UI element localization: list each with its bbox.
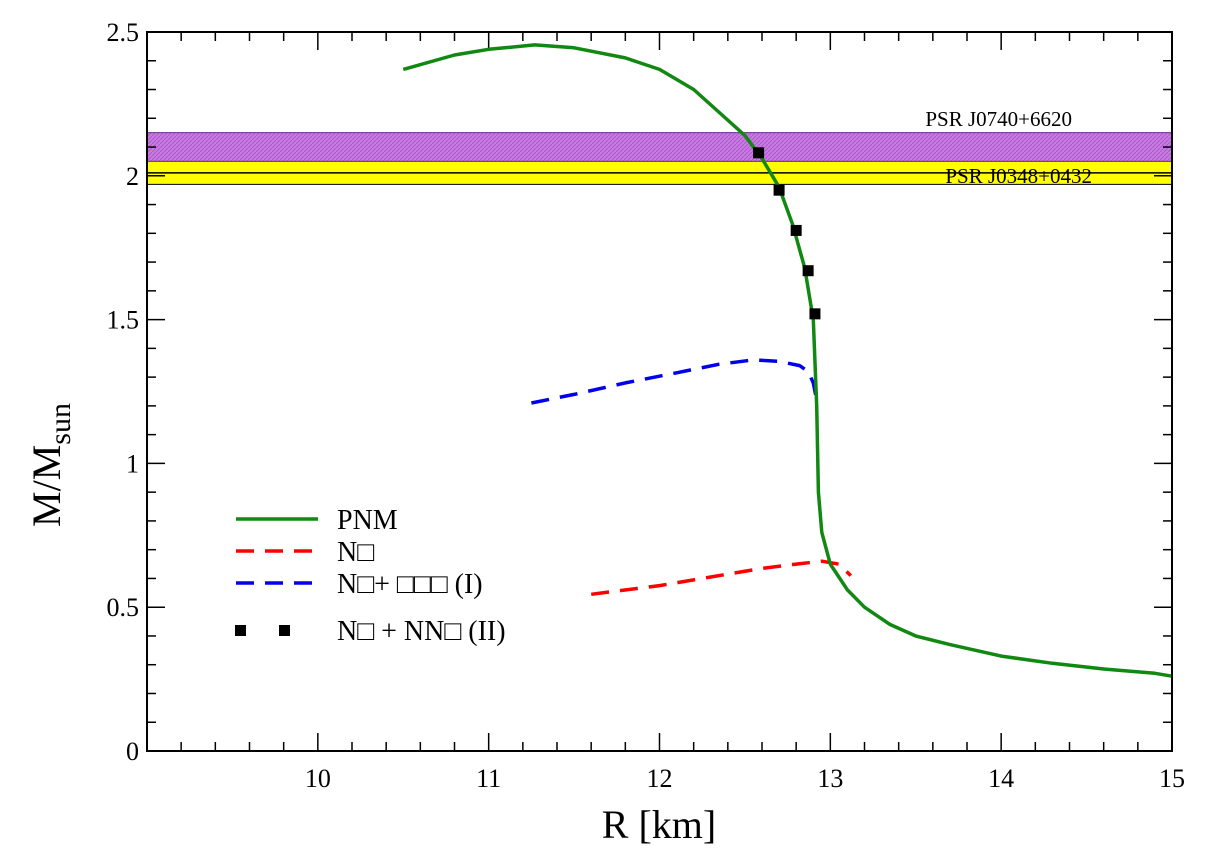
y-tick-label: 1 — [126, 449, 139, 478]
x-tick-label: 15 — [1159, 764, 1185, 793]
y-axis-title-main: M/M — [24, 445, 69, 527]
series-line-0 — [402, 43, 1173, 678]
marker-model-ii — [802, 265, 814, 277]
pulsar-bands — [147, 132, 1172, 185]
x-tick-label: 13 — [817, 764, 843, 793]
x-tick-label: 10 — [305, 764, 331, 793]
marker-model-ii — [773, 184, 785, 196]
y-tick-label: 1.5 — [107, 306, 140, 335]
x-tick-label: 12 — [647, 764, 673, 793]
legend-marker-model-ii-1 — [235, 625, 246, 636]
y-axis-title-sub: sun — [44, 403, 77, 445]
band-label-psr-j0348: PSR J0348+0432 — [945, 164, 1092, 188]
y-tick-label: 2 — [126, 162, 139, 191]
legend-label-n: N□ — [337, 537, 374, 568]
series-line-1 — [590, 559, 853, 597]
band-label-psr-j0740: PSR J0740+6620 — [925, 107, 1072, 131]
tick-labels: 10 11 12 13 14 15 0 0.5 1 1.5 2 2.5 — [107, 18, 1186, 793]
legend-label-model-i: N□+ □□□ (I) — [337, 569, 483, 600]
marker-model-ii — [753, 147, 765, 159]
x-axis-title: R [km] — [602, 802, 716, 847]
legend: PNM N□ N□+ □□□ (I) N□ + NN□ (II) — [235, 505, 506, 647]
series-line-2 — [531, 358, 819, 405]
legend-label-model-ii: N□ + NN□ (II) — [337, 616, 506, 647]
y-tick-label: 0.5 — [107, 593, 140, 622]
legend-marker-model-ii-2 — [279, 625, 290, 636]
plot-frame — [146, 31, 1173, 752]
marker-model-ii — [790, 224, 802, 236]
series-curves — [402, 43, 1173, 678]
x-tick-label: 11 — [476, 764, 501, 793]
y-tick-label: 0 — [126, 737, 139, 766]
x-tick-label: 14 — [988, 764, 1014, 793]
y-axis-title: M/Msun — [24, 403, 77, 527]
y-tick-label: 2.5 — [107, 18, 140, 47]
marker-model-ii — [809, 308, 821, 320]
legend-label-pnm: PNM — [337, 505, 398, 536]
band-0 — [147, 132, 1172, 162]
svg-text:M/Msun: M/Msun — [24, 403, 77, 527]
